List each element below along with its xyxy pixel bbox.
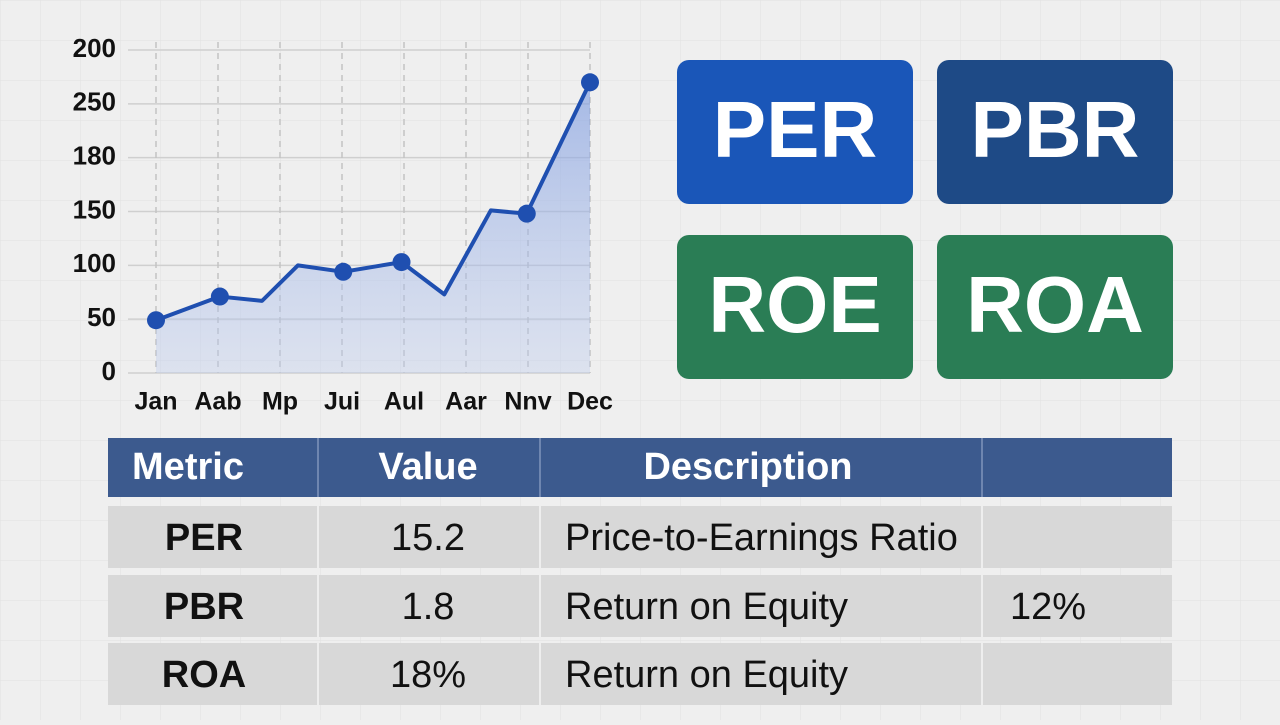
- table-cell: 18%: [390, 654, 466, 696]
- header-cell: Value: [378, 446, 477, 488]
- header-cell: Metric: [132, 446, 244, 488]
- y-tick-label: 180: [73, 141, 116, 171]
- metric-tile: [937, 60, 1173, 204]
- chart: 0 50 100 150 180 250 200 Jan Aab Mp Jui Aul Aar Nnv De…: [73, 33, 613, 416]
- point: [517, 204, 536, 223]
- point: [210, 287, 229, 306]
- metric-tile: [937, 235, 1173, 379]
- tiles: PER PBR ROE ROA: [677, 60, 1173, 379]
- table-header: [108, 438, 1172, 497]
- metric-tile: [677, 235, 913, 379]
- x-tick-label: Mp: [262, 388, 298, 416]
- metric-tile: [677, 60, 913, 204]
- x-tick-label: Aar: [445, 388, 487, 416]
- x-tick-label: Aul: [384, 388, 424, 416]
- y-tick-label: 200: [73, 33, 116, 63]
- tile-label: PBR: [971, 85, 1140, 174]
- tile-label: PER: [713, 85, 878, 174]
- tile-label: ROA: [966, 260, 1144, 349]
- point: [581, 73, 599, 92]
- table-row: [108, 643, 1172, 705]
- y-tick-label: 150: [73, 194, 116, 224]
- y-tick-label: 250: [73, 87, 116, 117]
- tile-label: ROE: [708, 260, 881, 349]
- table-cell: Return on Equity: [565, 586, 848, 628]
- table-cell: PBR: [164, 586, 244, 628]
- y-tick-label: 50: [87, 302, 116, 332]
- table-cell: 15.2: [391, 517, 465, 559]
- point: [334, 262, 353, 281]
- point: [147, 311, 165, 330]
- x-tick-label: Nnv: [504, 388, 551, 416]
- line: [155, 81, 592, 323]
- x-tick-label: Aab: [194, 388, 241, 416]
- x-tick-label: Dec: [567, 388, 613, 416]
- header-cell: Description: [643, 446, 852, 488]
- point: [392, 253, 411, 272]
- table-cell: ROA: [162, 654, 246, 696]
- table-cell: PER: [165, 517, 243, 559]
- table-row: [108, 506, 1172, 568]
- y-tick-label: 100: [73, 248, 116, 278]
- table-cell: 1.8: [402, 586, 455, 628]
- y-tick-label: 0: [102, 356, 116, 386]
- x-tick-label: Jui: [324, 388, 360, 416]
- x-tick-label: Jan: [134, 388, 177, 416]
- table-cell: Price-to-Earnings Ratio: [565, 517, 958, 559]
- table-row: [108, 575, 1172, 637]
- table-cell: 12%: [1010, 586, 1086, 628]
- table: Metric Value Description PER 15.2 Price-to-Ea…: [108, 438, 1172, 705]
- table-cell: Return on Equity: [565, 654, 848, 696]
